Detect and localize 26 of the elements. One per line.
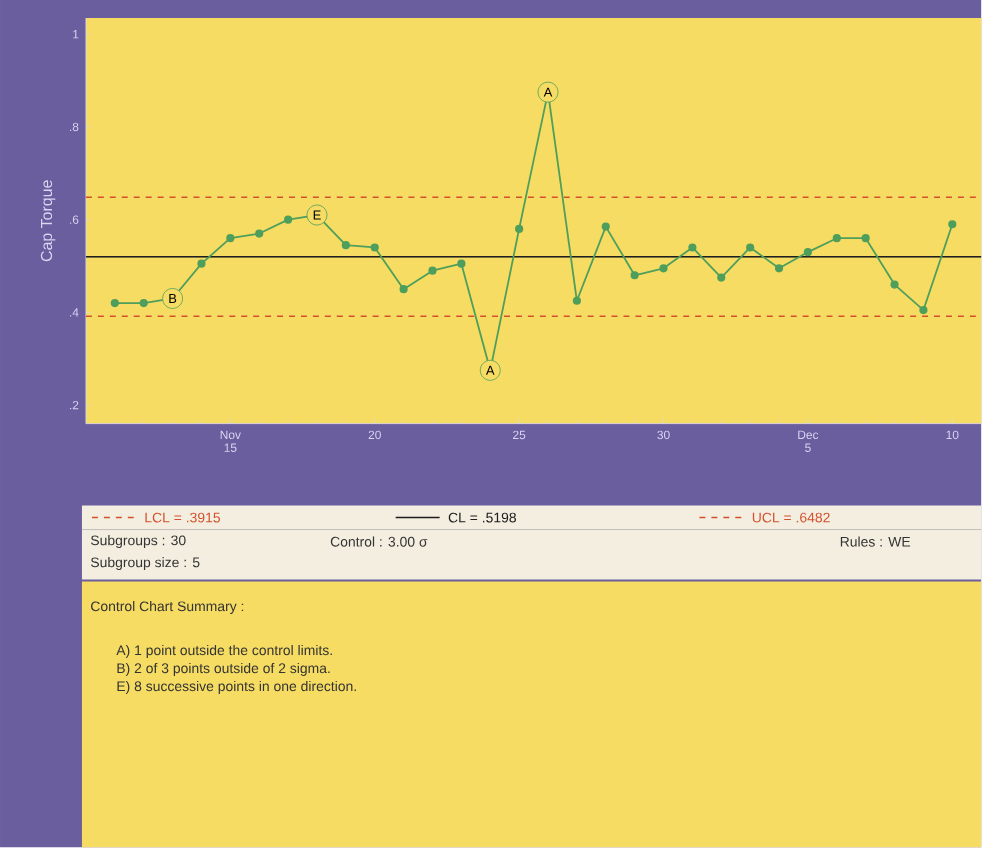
point	[630, 271, 639, 280]
point	[774, 264, 784, 273]
point	[399, 285, 408, 294]
point	[832, 234, 841, 243]
point	[284, 215, 293, 225]
point	[197, 259, 206, 269]
point	[370, 243, 379, 252]
point	[919, 306, 928, 315]
point	[890, 280, 899, 289]
point	[572, 297, 581, 306]
point	[717, 273, 726, 283]
point	[255, 229, 264, 238]
point	[688, 243, 697, 252]
point	[746, 243, 755, 252]
point	[341, 241, 350, 250]
point	[601, 222, 610, 232]
point	[948, 220, 957, 229]
point	[139, 299, 148, 308]
point	[110, 299, 119, 308]
point	[457, 259, 466, 269]
point	[226, 234, 235, 243]
point	[803, 248, 812, 257]
point	[861, 234, 870, 243]
point	[659, 264, 668, 273]
point	[428, 266, 437, 276]
point	[515, 225, 524, 234]
